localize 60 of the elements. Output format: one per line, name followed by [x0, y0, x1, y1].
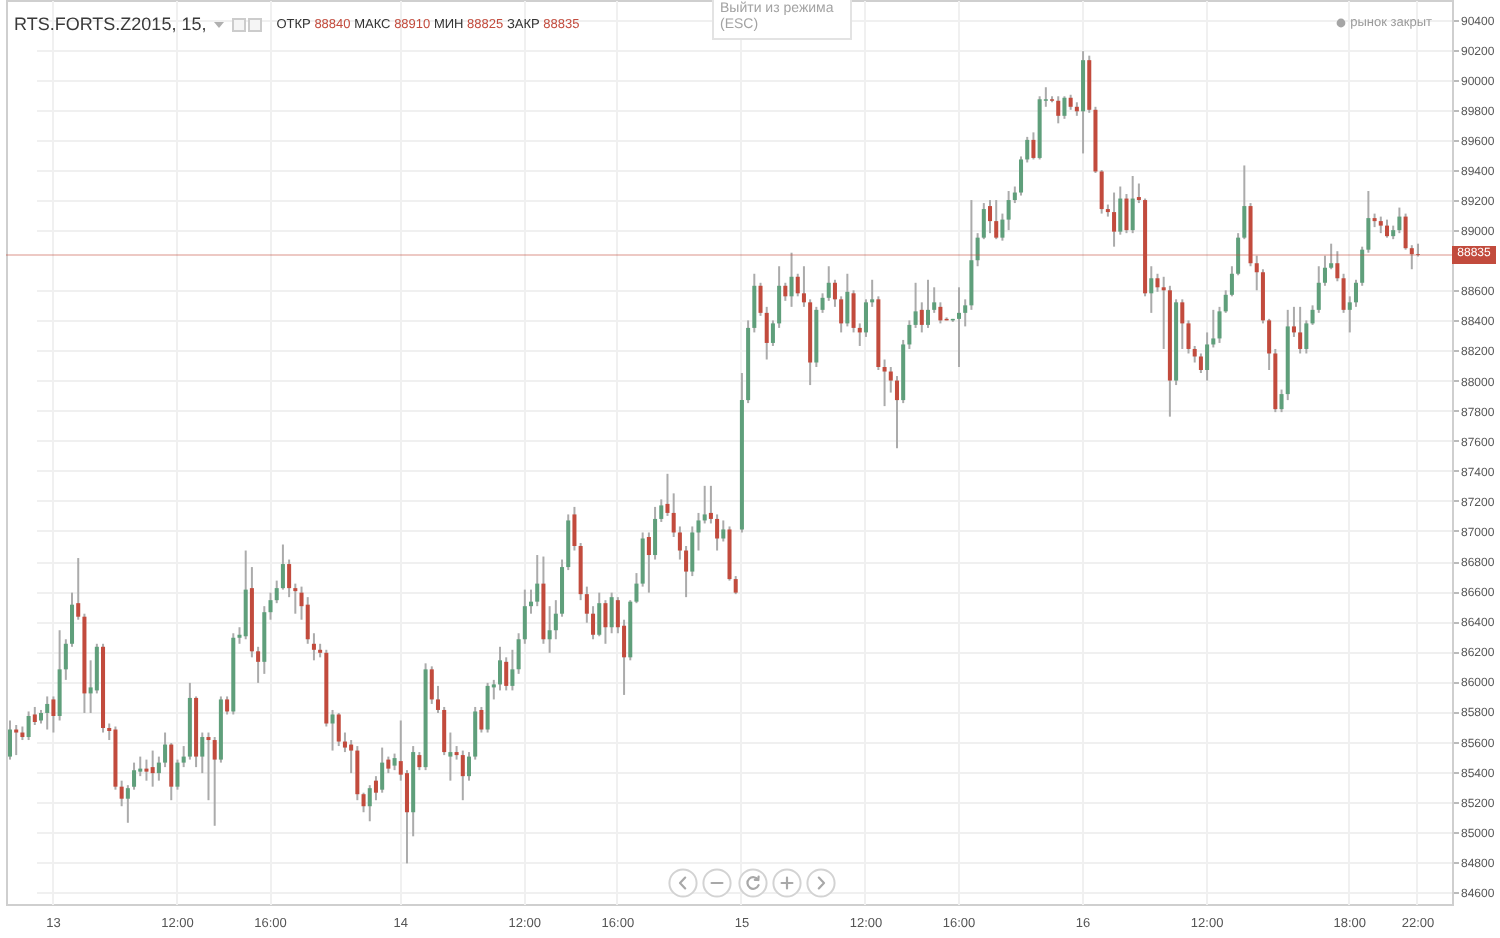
candlestick [956, 286, 962, 369]
candlestick [7, 719, 13, 761]
candlestick [51, 695, 56, 734]
candlestick [925, 278, 931, 329]
candlestick [1124, 193, 1129, 235]
candlestick [721, 519, 726, 543]
candlestick [1099, 168, 1104, 215]
candlestick [212, 736, 217, 827]
candlestick [361, 791, 366, 814]
candlestick [243, 549, 248, 641]
candlestick [26, 710, 31, 742]
candlestick [646, 531, 651, 594]
candlestick [485, 681, 490, 734]
candlestick [1180, 298, 1185, 350]
candlestick [609, 591, 614, 635]
candlestick [547, 605, 552, 654]
candlestick [14, 724, 19, 757]
candlestick [367, 784, 372, 823]
candlestick [702, 484, 707, 525]
candlestick [45, 695, 50, 731]
candlestick [1056, 95, 1061, 125]
candlestick [355, 745, 360, 802]
candlestick [1198, 352, 1203, 375]
candlestick [845, 272, 850, 328]
candlestick [1149, 265, 1154, 314]
candlestick [144, 758, 149, 782]
candlestick [882, 358, 887, 408]
candlestick [535, 554, 540, 608]
candlestick [994, 199, 999, 241]
candlestick [1397, 206, 1402, 235]
candlestick [894, 375, 899, 450]
candlestick [597, 591, 602, 638]
candlestick [380, 746, 385, 794]
candlestick [150, 749, 155, 788]
candlestick [417, 751, 422, 772]
candlestick [497, 645, 503, 692]
candlestick [783, 281, 788, 302]
candlestick [789, 251, 794, 308]
text: RTS.FORTS.Z2015, 15, [14, 14, 207, 34]
candlestick [640, 531, 645, 588]
candlestick [913, 281, 918, 329]
candlestick [175, 758, 180, 791]
candlestick [1006, 190, 1011, 232]
candlestick [1112, 191, 1117, 248]
candlestick [1384, 218, 1389, 239]
candlestick [603, 599, 608, 645]
candlestick [429, 665, 434, 705]
candlestick [1298, 305, 1303, 355]
candlestick [1062, 95, 1067, 120]
candlestick [1031, 131, 1036, 161]
candlestick [665, 472, 670, 517]
candlestick [225, 695, 230, 716]
candlestick [330, 708, 335, 752]
candlestick [336, 711, 341, 748]
candlestick [1130, 174, 1135, 235]
candlestick [988, 199, 993, 235]
candlestick [460, 749, 465, 802]
candlestick [1335, 250, 1340, 283]
candlestick [510, 648, 515, 692]
candlestick [57, 629, 62, 722]
